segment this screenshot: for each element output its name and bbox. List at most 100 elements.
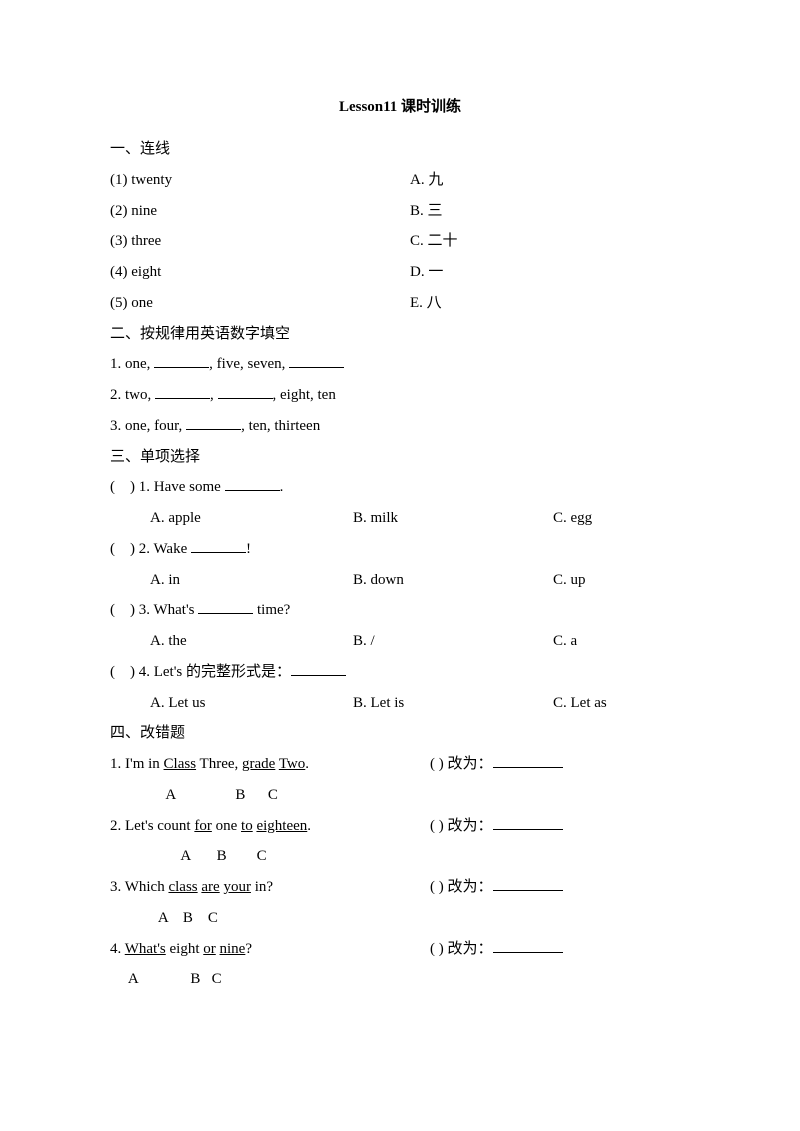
u: What's (125, 941, 166, 957)
t: ? (245, 941, 252, 957)
t: 1. I'm in (110, 756, 164, 772)
s2-q1: 1. one, , five, seven, (110, 349, 690, 380)
option-c[interactable]: C. a (553, 626, 690, 657)
option-b[interactable]: B. milk (353, 503, 553, 534)
section-4-heading: 四、改错题 (110, 718, 690, 749)
blank-input[interactable] (154, 352, 209, 368)
label: ( ) 改为： (430, 941, 493, 957)
text: 2. two, (110, 387, 155, 403)
s3-q1-options: A. apple B. milk C. egg (110, 503, 690, 534)
s4-q4: 4. What's eight or nine? ( ) 改为： (110, 934, 690, 965)
s3-q3-stem: ( ) 3. What's time? (110, 595, 690, 626)
option-c[interactable]: C. up (553, 565, 690, 596)
err-sentence: 2. Let's count for one to eighteen. (110, 811, 430, 842)
label: ( ) 改为： (430, 756, 493, 772)
option-b[interactable]: B. Let is (353, 688, 553, 719)
abc-labels: A B C (110, 841, 690, 872)
text: 3. one, four, (110, 418, 186, 434)
abc-labels: A B C (110, 780, 690, 811)
text: ( ) 2. Wake (110, 541, 191, 557)
s4-q1: 1. I'm in Class Three, grade Two. ( ) 改为… (110, 749, 690, 780)
match-left: (2) nine (110, 196, 410, 227)
err-answer: ( ) 改为： (430, 872, 690, 903)
match-right: C. 二十 (410, 226, 690, 257)
abc-labels: A B C (110, 964, 690, 995)
u: eighteen (256, 818, 307, 834)
blank-input[interactable] (493, 875, 563, 891)
page: Lesson11 课时训练 一、连线 (1) twenty A. 九 (2) n… (0, 0, 800, 995)
text: time? (253, 602, 290, 618)
t: Three, (196, 756, 242, 772)
text: 1. one, (110, 356, 154, 372)
abc-labels: A B C (110, 903, 690, 934)
s3-q4-options: A. Let us B. Let is C. Let as (110, 688, 690, 719)
s4-q3: 3. Which class are your in? ( ) 改为： (110, 872, 690, 903)
s2-q2: 2. two, , , eight, ten (110, 380, 690, 411)
u: or (203, 941, 216, 957)
match-right: A. 九 (410, 165, 690, 196)
match-row: (5) one E. 八 (110, 288, 690, 319)
text: , (210, 387, 218, 403)
t: one (212, 818, 241, 834)
blank-input[interactable] (291, 660, 346, 676)
match-left: (3) three (110, 226, 410, 257)
u: to (241, 818, 253, 834)
match-row: (2) nine B. 三 (110, 196, 690, 227)
s3-q3-options: A. the B. / C. a (110, 626, 690, 657)
blank-input[interactable] (289, 352, 344, 368)
blank-input[interactable] (191, 537, 246, 553)
option-b[interactable]: B. / (353, 626, 553, 657)
page-title: Lesson11 课时训练 (110, 95, 690, 116)
err-sentence: 3. Which class are your in? (110, 872, 430, 903)
err-sentence: 1. I'm in Class Three, grade Two. (110, 749, 430, 780)
u: class (168, 879, 197, 895)
s3-q1-stem: ( ) 1. Have some . (110, 472, 690, 503)
match-right: E. 八 (410, 288, 690, 319)
blank-input[interactable] (198, 598, 253, 614)
text: . (280, 479, 284, 495)
u: Class (164, 756, 197, 772)
t: . (305, 756, 309, 772)
u: grade (242, 756, 275, 772)
blank-input[interactable] (218, 383, 273, 399)
option-c[interactable]: C. Let as (553, 688, 690, 719)
option-a[interactable]: A. the (110, 626, 353, 657)
t: eight (166, 941, 204, 957)
text: , eight, ten (273, 387, 336, 403)
label: ( ) 改为： (430, 818, 493, 834)
option-a[interactable]: A. apple (110, 503, 353, 534)
u: your (223, 879, 251, 895)
text: ( ) 4. Let's 的完整形式是： (110, 664, 291, 680)
match-left: (4) eight (110, 257, 410, 288)
match-left: (1) twenty (110, 165, 410, 196)
err-answer: ( ) 改为： (430, 934, 690, 965)
u: nine (220, 941, 246, 957)
blank-input[interactable] (493, 937, 563, 953)
text: ( ) 1. Have some (110, 479, 225, 495)
text: ! (246, 541, 251, 557)
text: ( ) 3. What's (110, 602, 198, 618)
blank-input[interactable] (493, 814, 563, 830)
s3-q4-stem: ( ) 4. Let's 的完整形式是： (110, 657, 690, 688)
t: 3. Which (110, 879, 168, 895)
u: are (201, 879, 219, 895)
label: ( ) 改为： (430, 879, 493, 895)
option-a[interactable]: A. Let us (110, 688, 353, 719)
blank-input[interactable] (155, 383, 210, 399)
t: 4. (110, 941, 125, 957)
option-b[interactable]: B. down (353, 565, 553, 596)
s3-q2-stem: ( ) 2. Wake ! (110, 534, 690, 565)
option-a[interactable]: A. in (110, 565, 353, 596)
text: , five, seven, (209, 356, 289, 372)
blank-input[interactable] (225, 475, 280, 491)
u: for (194, 818, 212, 834)
err-sentence: 4. What's eight or nine? (110, 934, 430, 965)
s3-q2-options: A. in B. down C. up (110, 565, 690, 596)
match-row: (1) twenty A. 九 (110, 165, 690, 196)
match-left: (5) one (110, 288, 410, 319)
option-c[interactable]: C. egg (553, 503, 690, 534)
blank-input[interactable] (493, 752, 563, 768)
text: , ten, thirteen (241, 418, 320, 434)
blank-input[interactable] (186, 414, 241, 430)
err-answer: ( ) 改为： (430, 749, 690, 780)
